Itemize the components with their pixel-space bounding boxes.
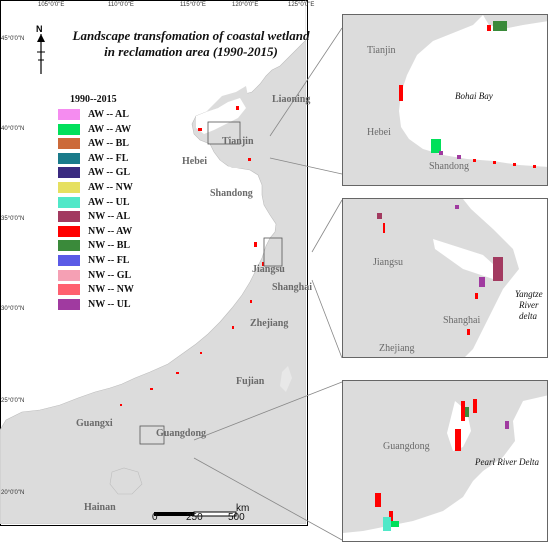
legend-item: NW -- GL — [58, 269, 131, 282]
legend-item: AW -- NW — [58, 181, 133, 194]
legend-swatch — [58, 196, 80, 208]
lat-label: 40°0'0"N — [1, 126, 25, 132]
legend-swatch — [58, 123, 80, 135]
legend-label: NW -- AW — [88, 225, 133, 237]
lat-label: 25°0'0"N — [1, 398, 25, 404]
province-label-guangdong: Guangdong — [156, 428, 207, 439]
province-label-guangxi: Guangxi — [76, 418, 113, 429]
inset-yangtze-map — [343, 199, 519, 357]
inset2-label-delta: delta — [519, 311, 537, 321]
legend-item: AW -- AW — [58, 123, 131, 136]
north-arrow-label: N — [36, 24, 43, 34]
province-label-liaoning: Liaoning — [272, 94, 311, 105]
legend-swatch — [58, 211, 80, 223]
inset-yangtze-delta: Jiangsu Shanghai Zhejiang Yangtze River … — [342, 198, 548, 358]
inset2-label-shanghai: Shanghai — [443, 315, 481, 326]
province-label-hebei: Hebei — [182, 156, 207, 167]
lon-label: 125°0'0"E — [288, 2, 315, 8]
legend-label: AW -- AL — [88, 109, 129, 120]
scale-tick-250: 250 — [186, 512, 203, 523]
inset2-label-jiangsu: Jiangsu — [373, 257, 403, 268]
province-label-shandong: Shandong — [210, 188, 253, 199]
legend-item: NW -- UL — [58, 298, 131, 311]
lat-label: 45°0'0"N — [1, 36, 25, 42]
lat-label: 35°0'0"N — [1, 216, 25, 222]
legend-item: NW -- AL — [58, 210, 130, 223]
main-map-frame — [0, 0, 308, 526]
china-coast-map — [0, 0, 306, 524]
legend-label: NW -- BL — [88, 240, 131, 252]
inset-bohai-bay: Tianjin Hebei Shandong Bohai Bay — [342, 14, 548, 186]
legend-item: NW -- AW — [58, 225, 132, 238]
reclamation-marks — [120, 106, 264, 406]
inset1-label-bohai-bay: Bohai Bay — [455, 91, 493, 101]
legend-item: AW -- UL — [58, 196, 129, 209]
legend-swatch — [58, 152, 80, 164]
province-label-hainan: Hainan — [84, 502, 116, 513]
inset-pearl-map — [343, 381, 547, 533]
legend-swatch — [58, 240, 80, 252]
inset1-label-tianjin: Tianjin — [367, 45, 396, 56]
lon-label: 110°0'0"E — [108, 2, 134, 8]
inset-bohai-map — [343, 15, 547, 185]
lat-label: 20°0'0"N — [1, 490, 25, 496]
legend-label: AW -- BL — [88, 138, 129, 150]
lon-label: 115°0'0"E — [180, 2, 206, 8]
locator-yangtze — [263, 237, 283, 267]
province-label-jiangsu: Jiangsu — [252, 264, 285, 275]
legend-swatch — [58, 109, 80, 120]
inset-pearl-delta: Guangdong Pearl River Delta — [342, 380, 548, 542]
scale-unit: km — [236, 503, 250, 514]
legend-label: AW -- NW — [88, 182, 133, 193]
legend-item: AW -- AL — [58, 108, 129, 121]
inset3-label-guangdong: Guangdong — [383, 441, 430, 452]
legend-swatch — [58, 225, 80, 237]
legend-title: 1990--2015 — [70, 94, 117, 105]
legend-swatch — [58, 255, 80, 266]
inset2-label-zhejiang: Zhejiang — [379, 343, 415, 354]
scale-bar — [154, 511, 237, 517]
legend-item: AW -- FL — [58, 152, 128, 165]
lon-label: 105°0'0"E — [38, 2, 65, 8]
legend-label: NW -- GL — [88, 269, 132, 281]
legend-swatch — [58, 269, 80, 281]
legend-swatch — [58, 298, 80, 310]
map-title: Landscape transfomation of coastal wetla… — [72, 28, 310, 59]
legend-label: NW -- AL — [88, 211, 131, 223]
legend-item: NW -- FL — [58, 254, 129, 267]
legend-label: NW -- FL — [88, 255, 130, 266]
locator-bohai — [207, 121, 241, 145]
inset1-label-hebei: Hebei — [367, 127, 391, 138]
hainan-island — [109, 467, 143, 495]
legend-item: AW -- BL — [58, 137, 129, 150]
lon-label: 120°0'0"E — [232, 2, 259, 8]
lat-label: 30°0'0"N — [1, 306, 25, 312]
legend-label: NW -- UL — [88, 298, 131, 310]
legend-item: NW -- NW — [58, 283, 134, 296]
north-arrow-icon — [37, 34, 45, 74]
province-label-fujian: Fujian — [236, 376, 265, 387]
scale-tick-500: 500 — [228, 512, 245, 523]
legend-label: AW -- GL — [88, 167, 131, 179]
legend-label: AW -- FL — [88, 152, 129, 164]
inset2-label-river: River — [519, 300, 539, 310]
legend-swatch — [58, 284, 80, 296]
inset2-label-yangtze: Yangtze — [515, 289, 543, 299]
province-label-shanghai: Shanghai — [272, 282, 313, 293]
legend-swatch — [58, 182, 80, 193]
legend-label: AW -- UL — [88, 196, 130, 208]
legend-label: NW -- NW — [88, 284, 134, 296]
legend-label: AW -- AW — [88, 123, 132, 135]
province-label-zhejiang: Zhejiang — [250, 318, 289, 329]
scale-tick-0: 0 — [152, 512, 158, 523]
locator-pearl — [139, 425, 165, 445]
legend-swatch — [58, 138, 80, 150]
inset1-label-shandong: Shandong — [429, 161, 469, 172]
province-label-tianjin: Tianjin — [222, 136, 254, 147]
legend-swatch — [58, 167, 80, 179]
inset3-label-pearl-river-delta: Pearl River Delta — [475, 457, 539, 467]
legend-item: AW -- GL — [58, 166, 130, 179]
legend-item: NW -- BL — [58, 239, 130, 252]
